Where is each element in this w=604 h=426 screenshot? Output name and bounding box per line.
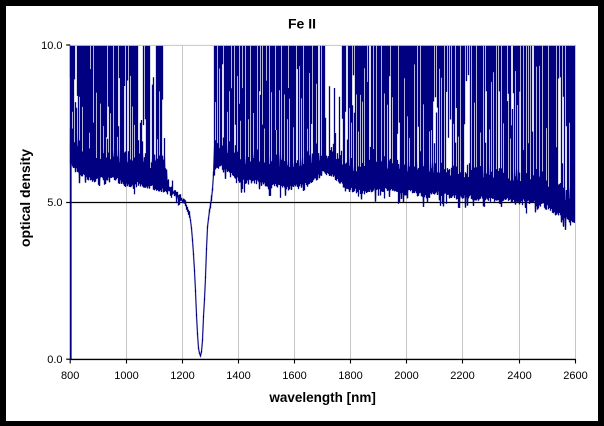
svg-text:1600: 1600 xyxy=(282,370,306,382)
svg-text:800: 800 xyxy=(61,370,79,382)
svg-text:10.0: 10.0 xyxy=(41,40,62,52)
svg-text:2400: 2400 xyxy=(507,370,531,382)
svg-text:2000: 2000 xyxy=(394,370,418,382)
svg-text:wavelength [nm]: wavelength [nm] xyxy=(268,390,376,405)
svg-text:2200: 2200 xyxy=(450,370,474,382)
svg-text:optical density: optical density xyxy=(17,149,33,247)
svg-text:1800: 1800 xyxy=(338,370,362,382)
svg-text:1200: 1200 xyxy=(170,370,194,382)
svg-text:Fe II: Fe II xyxy=(288,16,316,32)
svg-text:0.0: 0.0 xyxy=(47,354,62,366)
svg-text:5.0: 5.0 xyxy=(47,197,62,209)
svg-text:1000: 1000 xyxy=(114,370,138,382)
svg-text:2600: 2600 xyxy=(563,370,587,382)
svg-text:1400: 1400 xyxy=(226,370,250,382)
